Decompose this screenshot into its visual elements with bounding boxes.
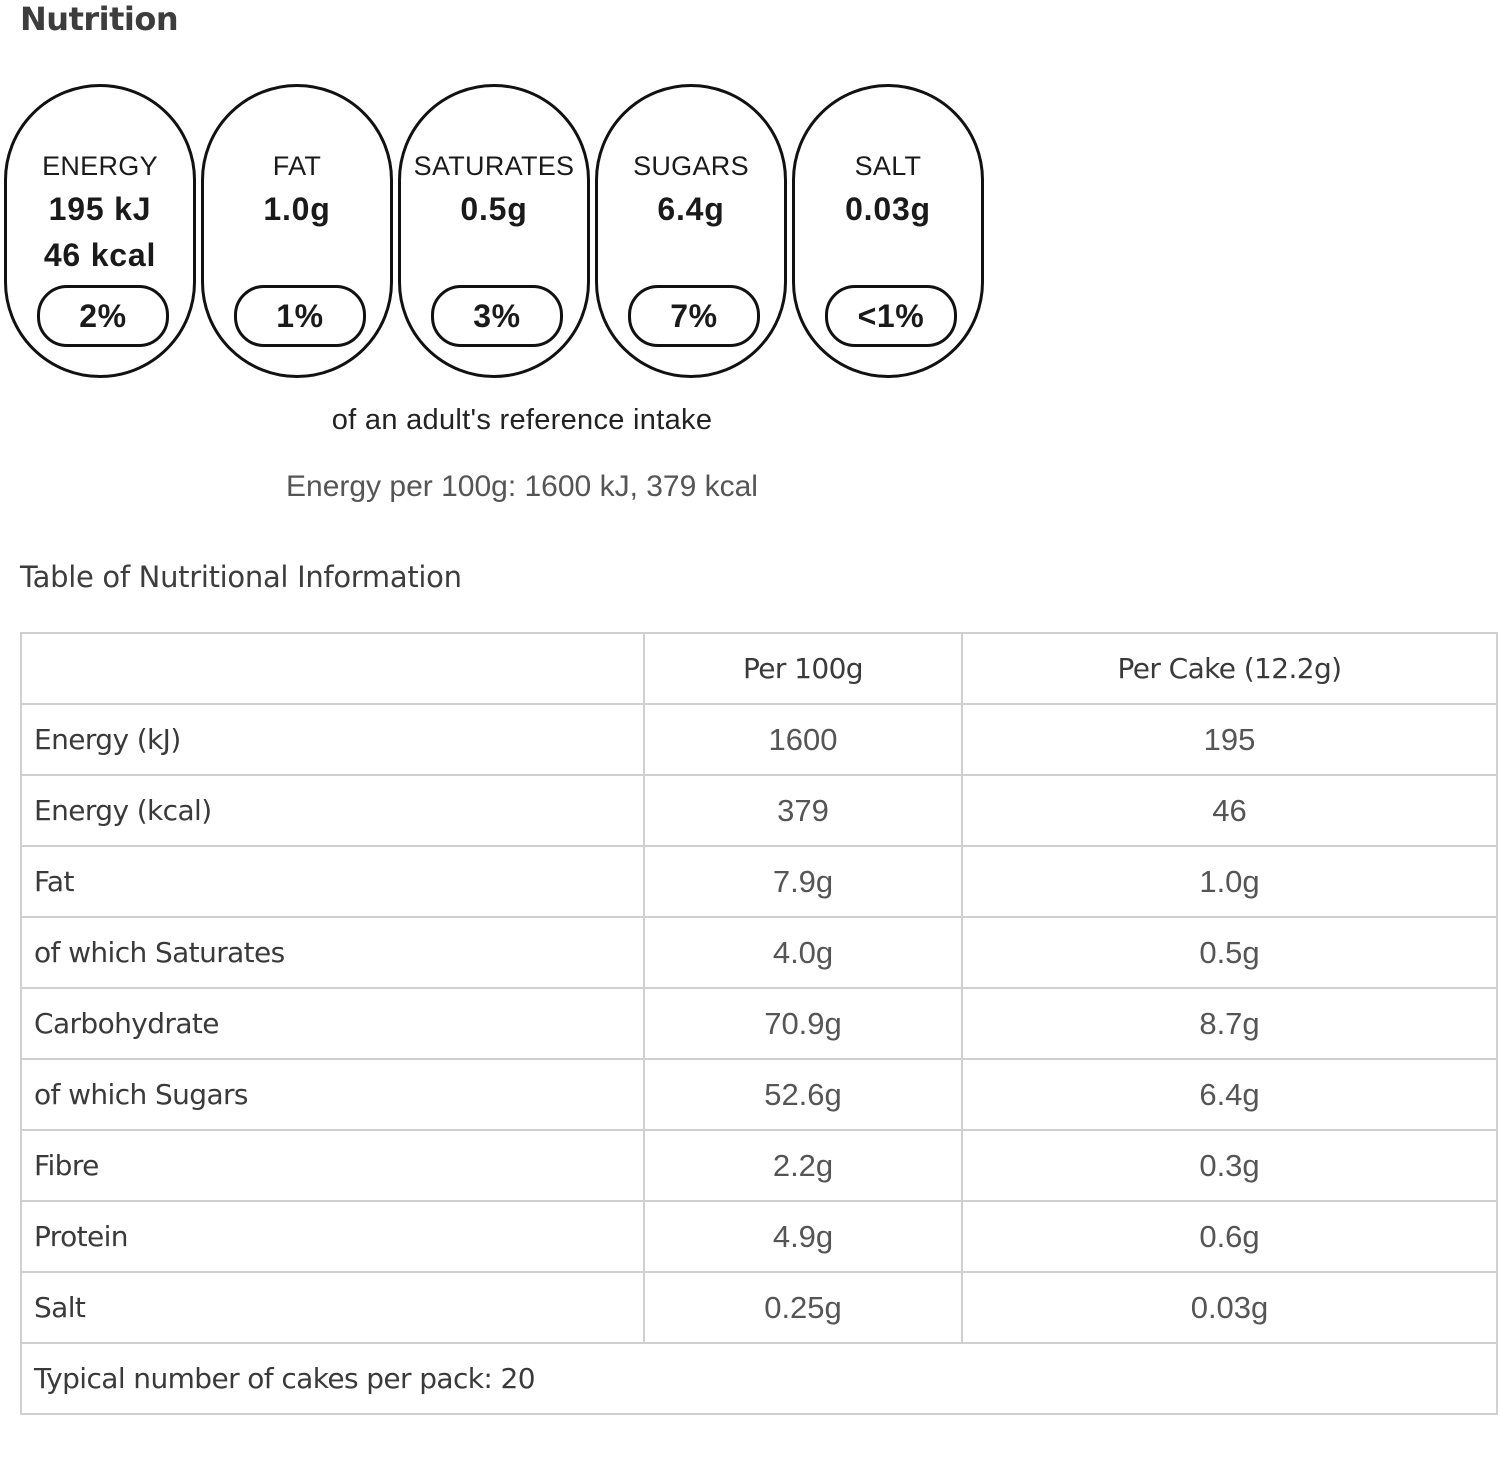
pill-percent: 2% (37, 285, 169, 347)
pill-value-secondary: 46 kcal (43, 237, 157, 273)
nutrient-name: Protein (20, 1200, 645, 1273)
table-footer-row: Typical number of cakes per pack: 20 (20, 1342, 1498, 1415)
nutrition-table: Per 100g Per Cake (12.2g) Energy (kJ) 16… (20, 632, 1498, 1415)
pill-label: SALT (854, 151, 922, 181)
pill-value: 0.5g (460, 191, 528, 227)
pill-value: 195 kJ (48, 191, 152, 227)
table-row: of which Sugars 52.6g 6.4g (20, 1058, 1498, 1131)
per-cake-value: 1.0g (961, 845, 1498, 918)
table-row: Fibre 2.2g 0.3g (20, 1129, 1498, 1202)
table-row: Fat 7.9g 1.0g (20, 845, 1498, 918)
table-title: Table of Nutritional Information (20, 560, 462, 594)
per-cake-value: 195 (961, 703, 1498, 776)
pill-percent: 3% (431, 285, 563, 347)
nutrient-name: Energy (kJ) (20, 703, 645, 776)
pill-value: 0.03g (845, 191, 931, 227)
nutrient-name: of which Sugars (20, 1058, 645, 1131)
per-100g-value: 2.2g (643, 1129, 963, 1202)
table-row: Carbohydrate 70.9g 8.7g (20, 987, 1498, 1060)
cakes-per-pack: Typical number of cakes per pack: 20 (20, 1342, 1498, 1415)
per-100g-value: 0.25g (643, 1271, 963, 1344)
pill-label: SATURATES (413, 151, 575, 181)
per-100g-value: 52.6g (643, 1058, 963, 1131)
table-row: Energy (kcal) 379 46 (20, 774, 1498, 847)
pill-sugars: SUGARS 6.4g 7% (595, 84, 787, 378)
nutrient-name: of which Saturates (20, 916, 645, 989)
table-row: Protein 4.9g 0.6g (20, 1200, 1498, 1273)
per-cake-value: 8.7g (961, 987, 1498, 1060)
per-100g-value: 4.0g (643, 916, 963, 989)
table-row: Energy (kJ) 1600 195 (20, 703, 1498, 776)
pill-saturates: SATURATES 0.5g 3% (398, 84, 590, 378)
per-cake-value: 46 (961, 774, 1498, 847)
page-heading: Nutrition (20, 0, 179, 38)
per-cake-value: 0.3g (961, 1129, 1498, 1202)
table-header-row: Per 100g Per Cake (12.2g) (20, 632, 1498, 705)
pill-value: 1.0g (263, 191, 331, 227)
reference-intake-caption: of an adult's reference intake (331, 404, 713, 436)
pill-label: SUGARS (633, 151, 749, 181)
pill-energy: ENERGY 195 kJ 46 kcal 2% (4, 84, 196, 378)
nutrient-name: Fat (20, 845, 645, 918)
nutrient-name: Energy (kcal) (20, 774, 645, 847)
per-cake-value: 0.03g (961, 1271, 1498, 1344)
header-per-100g: Per 100g (643, 632, 963, 705)
energy-per-100g: Energy per 100g: 1600 kJ, 379 kcal (286, 470, 758, 503)
table-row: Salt 0.25g 0.03g (20, 1271, 1498, 1344)
per-100g-value: 4.9g (643, 1200, 963, 1273)
header-nutrient (20, 632, 645, 705)
per-100g-value: 7.9g (643, 845, 963, 918)
nutrient-name: Carbohydrate (20, 987, 645, 1060)
pill-percent: 1% (234, 285, 366, 347)
per-100g-value: 70.9g (643, 987, 963, 1060)
per-100g-value: 379 (643, 774, 963, 847)
nutrient-name: Fibre (20, 1129, 645, 1202)
per-cake-value: 0.5g (961, 916, 1498, 989)
pill-label: ENERGY (42, 151, 158, 181)
nutrient-name: Salt (20, 1271, 645, 1344)
pill-value: 6.4g (657, 191, 725, 227)
pill-salt: SALT 0.03g <1% (792, 84, 984, 378)
per-cake-value: 0.6g (961, 1200, 1498, 1273)
table-row: of which Saturates 4.0g 0.5g (20, 916, 1498, 989)
per-100g-value: 1600 (643, 703, 963, 776)
per-cake-value: 6.4g (961, 1058, 1498, 1131)
pill-percent: <1% (825, 285, 957, 347)
pill-percent: 7% (628, 285, 760, 347)
pill-label: FAT (272, 151, 322, 181)
header-per-cake: Per Cake (12.2g) (961, 632, 1498, 705)
pill-fat: FAT 1.0g 1% (201, 84, 393, 378)
